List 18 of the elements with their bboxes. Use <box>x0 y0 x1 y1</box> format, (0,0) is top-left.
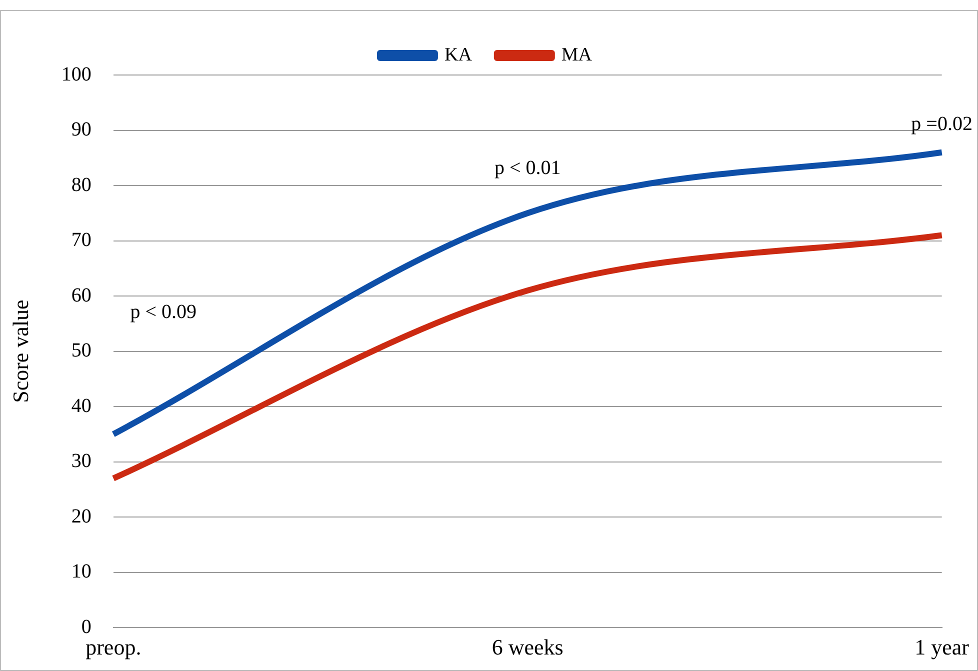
y-tick-label: 70 <box>71 229 92 252</box>
y-tick-label: 90 <box>71 118 92 141</box>
legend-label: KA <box>444 44 472 66</box>
legend-label: MA <box>561 44 592 66</box>
x-tick-label: 1 year <box>914 634 970 660</box>
y-tick-label: 80 <box>71 174 92 196</box>
y-tick-label: 30 <box>71 450 92 472</box>
y-tick-label: 20 <box>71 505 92 528</box>
y-tick-label: 60 <box>71 284 92 306</box>
y-tick-label: 50 <box>71 340 92 362</box>
y-axis-title: Score value <box>8 300 33 403</box>
annotation: p =0.02 <box>911 112 972 135</box>
y-tick-label: 40 <box>71 394 92 417</box>
annotation: p < 0.09 <box>130 300 197 323</box>
y-tick-label: 100 <box>61 63 92 86</box>
x-tick-label: 6 weeks <box>492 634 564 660</box>
y-tick-label: 10 <box>71 560 92 583</box>
annotation: p < 0.01 <box>494 157 561 180</box>
